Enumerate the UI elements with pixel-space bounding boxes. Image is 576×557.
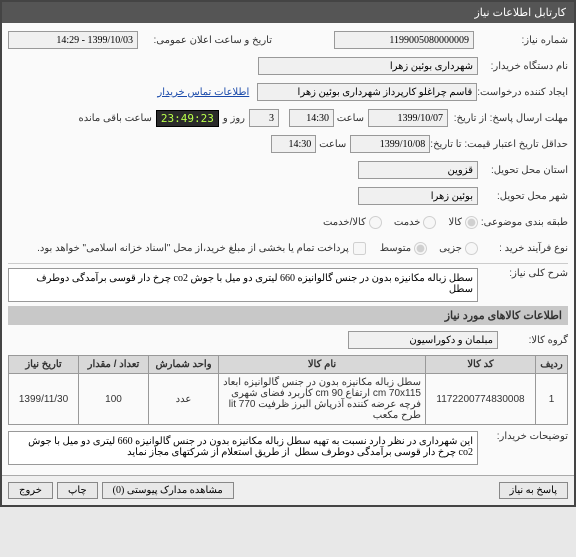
- buyer-note-textarea: [8, 431, 478, 465]
- reply-button[interactable]: پاسخ به نیاز: [499, 482, 569, 499]
- province-field: [358, 161, 478, 179]
- cell-unit: عدد: [149, 374, 219, 425]
- col-row: ردیف: [536, 356, 568, 374]
- col-date: تاریخ نیاز: [9, 356, 79, 374]
- treasury-checkbox[interactable]: [353, 242, 366, 255]
- announce-label: تاریخ و ساعت اعلان عمومی:: [142, 35, 272, 46]
- pt-small-radio[interactable]: جزیی: [439, 242, 478, 255]
- buyer-note-label: توضیحات خریدار:: [478, 431, 568, 442]
- pkg-label: طبقه بندی موضوعی:: [478, 217, 568, 228]
- countdown-timer: 23:49:23: [156, 110, 219, 127]
- window-title: کارتابل اطلاعات نیاز: [474, 7, 566, 19]
- city-label: شهر محل تحویل:: [478, 191, 568, 202]
- province-label: استان محل تحویل:: [478, 165, 568, 176]
- payment-note: پرداخت تمام یا بخشی از مبلغ خرید،از محل …: [37, 243, 349, 254]
- group-field: [348, 331, 498, 349]
- deadline-date: [368, 109, 448, 127]
- items-table: ردیف کد کالا نام کالا واحد شمارش تعداد /…: [8, 355, 568, 425]
- titlebar: کارتابل اطلاعات نیاز: [2, 2, 574, 23]
- valid-date: [350, 135, 430, 153]
- cell-code: 1172200774830008: [426, 374, 536, 425]
- pkg-service-radio[interactable]: خدمت: [394, 216, 437, 229]
- col-unit: واحد شمارش: [149, 356, 219, 374]
- buyer-org-label: نام دستگاه خریدار:: [478, 61, 568, 72]
- days-remaining: [249, 109, 279, 127]
- deadline-time: [289, 109, 334, 127]
- buyer-org-field: [258, 57, 478, 75]
- deadline-label: مهلت ارسال پاسخ: از تاریخ:: [448, 113, 568, 124]
- desc-label: شرح کلی نیاز:: [478, 268, 568, 279]
- desc-textarea: [8, 268, 478, 302]
- cell-date: 1399/11/30: [9, 374, 79, 425]
- city-field: [358, 187, 478, 205]
- col-code: کد کالا: [426, 356, 536, 374]
- need-no-field: [334, 31, 474, 49]
- col-qty: تعداد / مقدار: [79, 356, 149, 374]
- footer: پاسخ به نیاز مشاهده مدارک پیوستی (0) چاپ…: [2, 475, 574, 505]
- pkg-goods-service-radio[interactable]: کالا/خدمت: [323, 216, 382, 229]
- pkg-radio-group: کالا خدمت کالا/خدمت: [323, 216, 478, 229]
- purchase-type-label: نوع فرآیند خرید :: [478, 243, 568, 254]
- creator-label: ایجاد کننده درخواست:: [477, 87, 568, 98]
- group-label: گروه کالا:: [498, 335, 568, 346]
- time-label-2: ساعت: [316, 139, 346, 150]
- days-label: روز و: [223, 113, 245, 124]
- contact-link[interactable]: اطلاعات تماس خریدار: [157, 87, 249, 98]
- need-info-window: کارتابل اطلاعات نیاز شماره نیاز: تاریخ و…: [0, 0, 576, 507]
- valid-time: [271, 135, 316, 153]
- creator-field: [257, 83, 477, 101]
- cell-name: سطل زباله مکانیزه بدون در جنس گالوانیزه …: [219, 374, 426, 425]
- valid-label: حداقل تاریخ اعتبار قیمت: تا تاریخ:: [430, 139, 568, 150]
- announce-field: [8, 31, 138, 49]
- items-section-header: اطلاعات کالاهای مورد نیاز: [8, 306, 568, 325]
- col-name: نام کالا: [219, 356, 426, 374]
- cell-row: 1: [536, 374, 568, 425]
- purchase-type-group: جزیی متوسط: [380, 242, 478, 255]
- remain-label: ساعت باقی مانده: [79, 113, 152, 124]
- close-button[interactable]: خروج: [8, 482, 53, 499]
- content-area: شماره نیاز: تاریخ و ساعت اعلان عمومی: نا…: [2, 23, 574, 475]
- cell-qty: 100: [79, 374, 149, 425]
- print-button[interactable]: چاپ: [57, 482, 98, 499]
- pt-medium-radio[interactable]: متوسط: [380, 242, 427, 255]
- table-row[interactable]: 1 1172200774830008 سطل زباله مکانیزه بدو…: [9, 374, 568, 425]
- pkg-goods-radio[interactable]: کالا: [448, 216, 478, 229]
- attachments-button[interactable]: مشاهده مدارک پیوستی (0): [102, 482, 234, 499]
- time-label-1: ساعت: [334, 113, 364, 124]
- need-no-label: شماره نیاز:: [478, 35, 568, 46]
